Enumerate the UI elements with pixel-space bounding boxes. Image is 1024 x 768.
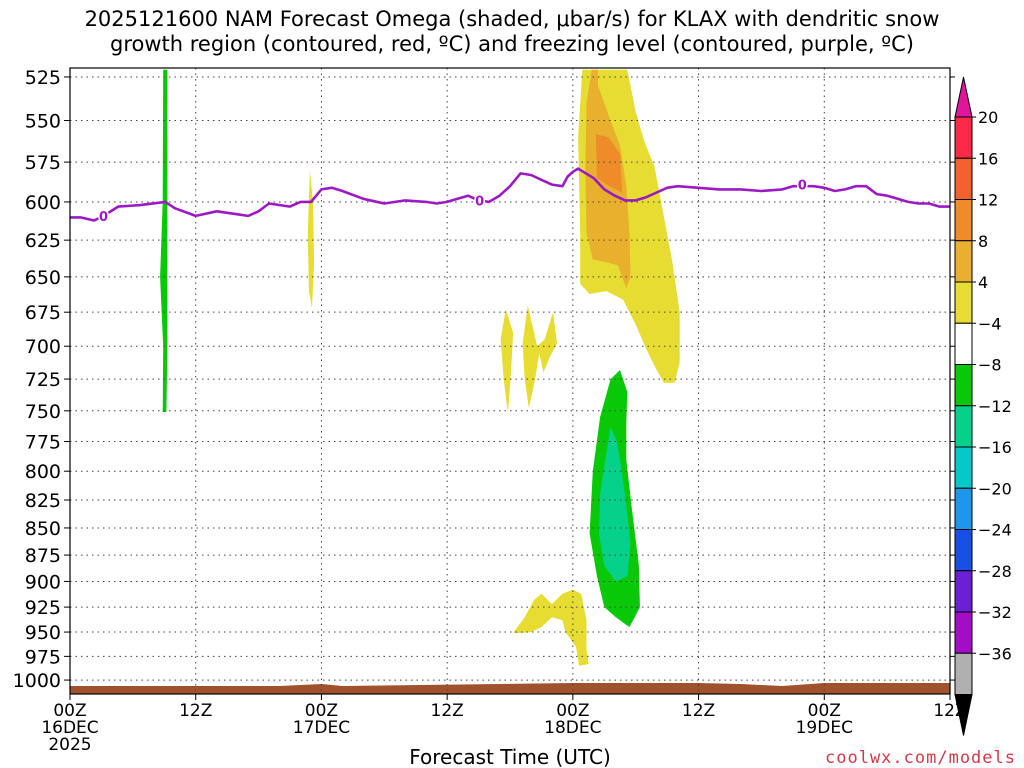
- colorbar-swatch: [954, 570, 973, 613]
- y-tick-label: 875: [25, 545, 61, 567]
- freezing-level-label: 0: [475, 194, 484, 209]
- x-tick-label: 00Z: [305, 701, 338, 721]
- x-axis-label: Forecast Time (UTC): [409, 745, 611, 768]
- watermark: coolwx.com/models: [825, 748, 1016, 768]
- colorbar-label: −16: [978, 438, 1012, 457]
- colorbar-bottom-arrow: [954, 694, 973, 736]
- omega-region-deep-orange: [595, 134, 623, 193]
- x-tick-label: 00Z: [53, 701, 86, 721]
- y-tick-label: 700: [25, 336, 61, 358]
- y-tick-label: 1000: [13, 670, 61, 692]
- y-tick-label: 900: [25, 571, 61, 593]
- x-tick-label: 18DEC: [544, 718, 601, 738]
- y-tick-label: 625: [25, 230, 61, 252]
- colorbar-swatch: [954, 364, 973, 407]
- y-tick-label: 525: [25, 67, 61, 89]
- x-tick-label: 12Z: [682, 701, 715, 721]
- colorbar-swatch: [954, 487, 973, 530]
- chart-title-line1: 2025121600 NAM Forecast Omega (shaded, μ…: [84, 7, 940, 31]
- colorbar-swatch: [954, 652, 973, 695]
- omega-region-teal-core: [599, 426, 631, 582]
- y-tick-label: 825: [25, 490, 61, 512]
- terrain-surface: [70, 683, 950, 694]
- colorbar-swatch: [954, 405, 973, 448]
- colorbar: 20 16 12 8 4 −4 −8 −12 −16 −20 −24 −28 −32 −36: [954, 76, 1012, 736]
- y-tick-label: 925: [25, 597, 61, 619]
- y-tick-label: 675: [25, 302, 61, 324]
- y-tick-label: 750: [25, 401, 61, 423]
- colorbar-swatch: [954, 529, 973, 572]
- y-tick-label: 975: [25, 646, 61, 668]
- colorbar-label: 16: [978, 149, 998, 168]
- colorbar-label: 12: [978, 191, 998, 210]
- colorbar-swatch: [954, 611, 973, 654]
- colorbar-swatch: [954, 322, 973, 365]
- colorbar-label: −4: [978, 314, 1002, 333]
- colorbar-label: 20: [978, 108, 998, 127]
- x-tick-label: 16DEC: [41, 718, 98, 738]
- x-tick-label: 12Z: [179, 701, 212, 721]
- x-tick-label: 12Z: [431, 701, 464, 721]
- colorbar-swatch: [954, 240, 973, 283]
- colorbar-label: −32: [978, 603, 1012, 622]
- x-tick-label: 00Z: [556, 701, 589, 721]
- colorbar-label: −12: [978, 397, 1012, 416]
- y-tick-label: 800: [25, 461, 61, 483]
- x-tick-label: 2025: [48, 735, 91, 755]
- colorbar-swatch: [954, 199, 973, 242]
- y-tick-label: 575: [25, 152, 61, 174]
- omega-region-yellow-blob2: [522, 305, 558, 409]
- omega-region-yellow-lower: [513, 589, 589, 666]
- y-tick-label: 775: [25, 431, 61, 453]
- y-tick-label: 850: [25, 518, 61, 540]
- chart-title-line2: growth region (contoured, red, ºC) and f…: [110, 32, 914, 56]
- omega-shading: [70, 69, 950, 694]
- colorbar-label: −28: [978, 562, 1012, 581]
- freezing-level-line: [70, 167, 950, 222]
- omega-region-green-line: [160, 69, 168, 413]
- omega-region-yellow-sliver: [307, 170, 315, 308]
- y-tick-label: 650: [25, 267, 61, 289]
- freezing-level: 0 0 0: [70, 167, 950, 226]
- y-tick-label: 725: [25, 369, 61, 391]
- y-tick-label: 950: [25, 622, 61, 644]
- y-axis-ticks: 525 550 575 600 625 650 675 700 725 750 775 800 825 8…: [13, 67, 955, 692]
- freezing-level-label: 0: [99, 210, 108, 225]
- colorbar-label: −20: [978, 479, 1012, 498]
- x-tick-label: 17DEC: [293, 718, 350, 738]
- colorbar-swatch: [954, 116, 973, 159]
- colorbar-label: −36: [978, 644, 1012, 663]
- colorbar-label: 8: [978, 232, 988, 251]
- colorbar-label: −8: [978, 356, 1002, 375]
- x-tick-label: 00Z: [808, 701, 841, 721]
- freezing-level-label: 0: [798, 179, 807, 194]
- y-tick-label: 550: [25, 110, 61, 132]
- x-tick-label: 19DEC: [796, 718, 853, 738]
- y-tick-label: 600: [25, 192, 61, 214]
- colorbar-swatch: [954, 157, 973, 200]
- colorbar-label: −24: [978, 521, 1012, 540]
- omega-region-yellow-blob1: [500, 309, 514, 414]
- plot-frame: [69, 67, 951, 695]
- colorbar-swatch: [954, 281, 973, 324]
- grid-lines: [69, 68, 951, 694]
- colorbar-label: 4: [978, 273, 988, 292]
- colorbar-top-arrow: [954, 76, 973, 118]
- colorbar-swatch: [954, 446, 973, 489]
